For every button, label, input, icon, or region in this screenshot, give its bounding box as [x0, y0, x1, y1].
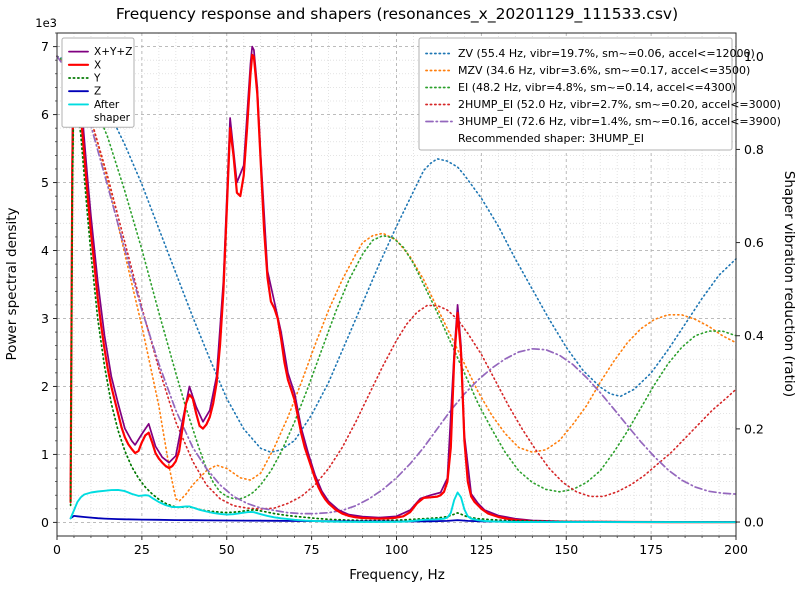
legend-shapers-label: 3HUMP_EI (72.6 Hz, vibr=1.4%, sm~=0.16, … [458, 115, 781, 128]
legend-shapers-label: 2HUMP_EI (52.0 Hz, vibr=2.7%, sm~=0.20, … [458, 98, 781, 111]
series-2hump_ei [56, 55, 737, 510]
left-y-tick-label: 3 [41, 311, 49, 326]
series-ei [56, 55, 737, 500]
legend-shapers-label: ZV (55.4 Hz, vibr=19.7%, sm~=0.06, accel… [458, 47, 755, 60]
left-y-tick-label: 7 [41, 39, 49, 54]
right-y-tick-label: 0.6 [744, 235, 764, 250]
left-axis-offset-text: 1e3 [35, 16, 57, 30]
x-tick-label: 100 [385, 542, 409, 557]
x-tick-label: 0 [53, 542, 61, 557]
legend-psd-label: shaper [94, 112, 131, 124]
legend-psd-label: X [94, 59, 101, 71]
series-y [69, 79, 737, 523]
x-tick-label: 200 [724, 542, 748, 557]
x-tick-label: 75 [304, 542, 320, 557]
right-y-tick-label: 0.0 [744, 515, 764, 530]
left-y-axis-label: Power spectral density [4, 207, 20, 360]
legend-shapers-label: EI (48.2 Hz, vibr=4.8%, sm~=0.14, accel<… [458, 81, 736, 94]
legend-psd-label: Z [94, 86, 101, 98]
axes: 0 25 50 75 100 125 150 175 200 0 1 2 3 4 5 6 7 0.0 0.2 0.4 0… [41, 32, 764, 557]
chart-title: Frequency response and shapers (resonanc… [116, 5, 678, 24]
right-y-tick-label: 1.0 [744, 49, 764, 64]
right-y-tick-label: 0.4 [744, 328, 764, 343]
legend-shapers: ZV (55.4 Hz, vibr=19.7%, sm~=0.06, accel… [418, 37, 781, 151]
left-y-tick-label: 5 [41, 175, 49, 190]
left-y-tick-label: 2 [41, 379, 49, 394]
left-y-tick-label: 6 [41, 107, 49, 122]
legend-shapers-label: MZV (34.6 Hz, vibr=3.6%, sm~=0.17, accel… [458, 64, 750, 77]
right-y-axis-label: Shaper vibration reduction (ratio) [781, 171, 797, 397]
series-after [69, 488, 737, 524]
x-tick-label: 175 [639, 542, 663, 557]
left-y-tick-label: 4 [41, 243, 49, 258]
right-y-tick-label: 0.2 [744, 421, 764, 436]
x-tick-label: 125 [469, 542, 493, 557]
left-y-tick-label: 0 [41, 515, 49, 530]
series-zv [56, 55, 737, 453]
series-mzv [56, 55, 737, 502]
left-y-tick-label: 1 [41, 447, 49, 462]
x-axis-label: Frequency, Hz [349, 567, 445, 583]
legend-shapers-box [418, 37, 733, 151]
series-3hump_ei [56, 55, 737, 515]
legend-shapers-note: Recommended shaper: 3HUMP_EI [458, 132, 644, 145]
legend-psd-label: X+Y+Z [94, 46, 132, 58]
right-y-tick-label: 0.8 [744, 142, 764, 157]
x-tick-label: 150 [554, 542, 578, 557]
legend-psd-label: Y [93, 73, 101, 85]
series [56, 42, 738, 524]
x-tick-label: 25 [134, 542, 150, 557]
series-x [69, 52, 738, 524]
legend-psd-label: After [94, 99, 120, 111]
x-tick-label: 50 [219, 542, 235, 557]
